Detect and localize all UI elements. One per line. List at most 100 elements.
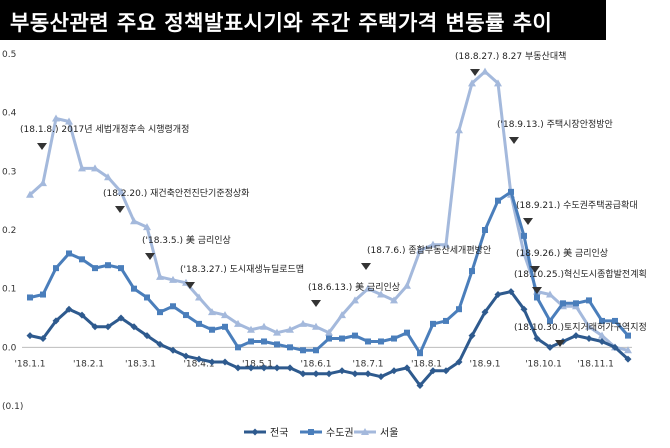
- data-point-square: [313, 347, 319, 353]
- annotation-marker: [509, 137, 519, 144]
- data-point-square: [404, 330, 410, 336]
- annotation-marker: [37, 143, 47, 150]
- data-point-square: [261, 338, 267, 344]
- y-tick-label: 0.1: [2, 285, 16, 295]
- data-point-square: [443, 318, 449, 324]
- data-point-square: [482, 227, 488, 233]
- data-point-square: [521, 233, 527, 239]
- x-tick-label: '18.2.1: [73, 359, 104, 369]
- data-point-square: [222, 324, 228, 330]
- data-point-square: [508, 189, 514, 195]
- annotation-label: ('18.3.27.) 도시재생뉴딜로드맵: [180, 263, 304, 275]
- data-point-square: [144, 294, 150, 300]
- data-point-square: [274, 341, 280, 347]
- annotation-label: (18.10.30.)토지거래허가구역지정: [514, 322, 647, 333]
- data-point-square: [326, 336, 332, 342]
- data-point-square: [365, 338, 371, 344]
- y-tick-label: 0.2: [2, 226, 16, 236]
- data-point-square: [105, 262, 111, 268]
- annotation-label: (18.7.6.) 종합부동산세개편방안: [367, 244, 491, 256]
- data-point-square: [339, 336, 345, 342]
- annotation-label: ('18.9.13.) 주택시장안정방안: [497, 119, 613, 130]
- data-point-square: [53, 265, 59, 271]
- data-point-square: [66, 250, 72, 256]
- annotation-marker: [361, 263, 371, 270]
- x-tick-label: '18.3.1: [125, 359, 156, 369]
- x-tick-label: '18.6.1: [300, 359, 331, 369]
- annotation-label: (18.9.26.) 美 금리인상: [516, 247, 608, 259]
- legend-label: 서울: [380, 427, 398, 439]
- data-point-square: [586, 297, 592, 303]
- annotation-label: (18.1.8.) 2017년 세법개정후속 시행령개정: [20, 123, 189, 135]
- annotation-label: (18.2.20.) 재건축안전진단기준정상화: [103, 188, 249, 199]
- data-point-square: [469, 268, 475, 274]
- data-point-diamond: [27, 332, 34, 339]
- x-tick-label: '18.9.1: [469, 359, 500, 369]
- data-point-square: [196, 321, 202, 327]
- data-point-square: [625, 333, 631, 339]
- data-point-triangle: [39, 179, 47, 186]
- data-point-square: [40, 292, 46, 298]
- data-point-diamond: [365, 370, 372, 377]
- annotation-marker: [470, 69, 480, 76]
- data-point-square: [183, 312, 189, 318]
- y-tick-label: (0.1): [2, 402, 23, 412]
- data-point-square: [378, 338, 384, 344]
- data-point-square: [430, 321, 436, 327]
- data-point-square: [92, 265, 98, 271]
- data-point-square: [573, 300, 579, 306]
- annotation-label: (18.8.27.) 8.27 부동산대책: [455, 50, 566, 62]
- x-tick-label: '18.7.1: [352, 359, 383, 369]
- annotation-label: ('18.3.5.) 美 금리인상: [142, 234, 231, 246]
- data-point-square: [287, 344, 293, 350]
- data-point-triangle: [455, 126, 463, 133]
- annotation-label: (18.9.21.) 수도권주택공급확대: [516, 199, 638, 211]
- data-point-square: [391, 336, 397, 342]
- data-point-square: [79, 256, 85, 262]
- data-point-square: [248, 338, 254, 344]
- data-point-square: [308, 429, 314, 435]
- annotation-label: (18.6.13.) 美 금리인상: [308, 281, 400, 293]
- y-tick-label: 0.4: [2, 109, 17, 119]
- data-point-square: [495, 198, 501, 204]
- annotation-marker: [311, 300, 321, 307]
- annotation-marker: [115, 206, 125, 213]
- x-tick-label: '18.10.1: [525, 359, 562, 369]
- data-point-square: [235, 344, 241, 350]
- data-point-square: [417, 350, 423, 356]
- data-point-diamond: [313, 370, 320, 377]
- data-point-triangle: [403, 282, 411, 289]
- data-point-square: [300, 347, 306, 353]
- x-tick-label: '18.8.1: [411, 359, 442, 369]
- data-point-square: [27, 294, 33, 300]
- data-point-diamond: [326, 370, 333, 377]
- data-point-diamond: [339, 367, 346, 374]
- legend-label: 수도권: [326, 427, 354, 439]
- y-tick-label: 0.3: [2, 167, 16, 177]
- annotation-marker: [523, 218, 533, 225]
- data-point-diamond: [252, 429, 259, 436]
- data-point-diamond: [352, 370, 359, 377]
- x-tick-label: '18.11.1: [577, 359, 614, 369]
- data-point-square: [352, 333, 358, 339]
- data-point-square: [157, 309, 163, 315]
- x-tick-label: '18.1.1: [14, 359, 45, 369]
- data-point-diamond: [274, 364, 281, 371]
- data-point-square: [534, 294, 540, 300]
- chart-title: 부동산관련 주요 정책발표시기와 주간 주택가격 변동률 추이: [10, 7, 552, 37]
- data-point-square: [456, 306, 462, 312]
- data-point-square: [560, 300, 566, 306]
- y-tick-label: 0.0: [2, 343, 17, 353]
- data-point-diamond: [586, 335, 593, 342]
- data-point-square: [131, 286, 137, 292]
- data-point-triangle: [481, 68, 489, 75]
- legend-label: 전국: [270, 427, 288, 439]
- data-point-square: [170, 303, 176, 309]
- title-bar: 부동산관련 주요 정책발표시기와 주간 주택가격 변동률 추이: [0, 0, 606, 40]
- annotation-label: (18.10.25.)혁신도시종합발전계획: [514, 268, 647, 280]
- data-point-square: [209, 327, 215, 333]
- line-chart: (0.1) 0.0 0.1 0.2 0.3 0.4 0.5 '18.1.1 '18.2.1 '18…: [0, 40, 670, 448]
- y-tick-label: 0.5: [2, 50, 16, 60]
- data-point-square: [118, 265, 124, 271]
